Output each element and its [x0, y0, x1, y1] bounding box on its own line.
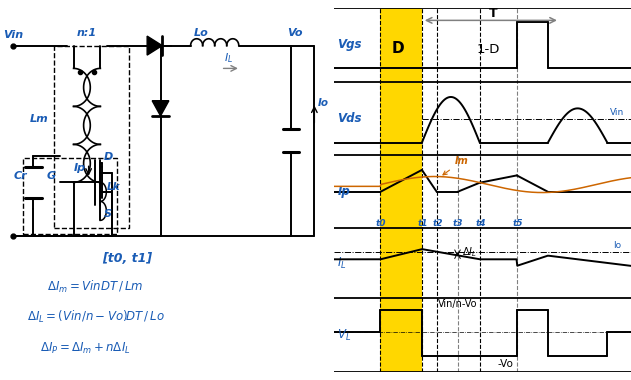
- Text: Vin: Vin: [3, 30, 23, 40]
- Text: Vin: Vin: [610, 108, 625, 117]
- Text: $\Delta I_m = VinDT\,/\,Lm$: $\Delta I_m = VinDT\,/\,Lm$: [47, 279, 143, 295]
- Polygon shape: [147, 36, 162, 55]
- Text: $I_L$: $I_L$: [338, 255, 347, 271]
- Bar: [380, 8, 422, 372]
- Text: $\Delta I_L$: $\Delta I_L$: [462, 245, 477, 259]
- Text: D: D: [103, 152, 113, 162]
- Text: $\Delta I_L = (Vin/n - Vo)DT\,/\,Lo$: $\Delta I_L = (Vin/n - Vo)DT\,/\,Lo$: [27, 309, 165, 325]
- Text: Vo: Vo: [288, 28, 303, 38]
- Text: Lo: Lo: [194, 28, 209, 38]
- Text: Cr: Cr: [13, 171, 27, 180]
- Bar: [23, 158, 117, 234]
- Text: n:1: n:1: [77, 28, 97, 38]
- Text: T: T: [488, 7, 497, 20]
- Text: Vds: Vds: [338, 112, 362, 125]
- Text: Io: Io: [613, 241, 622, 250]
- Text: S: S: [103, 209, 112, 218]
- Text: Lm: Lm: [30, 114, 49, 124]
- Text: t0: t0: [376, 220, 386, 228]
- Bar: [54, 46, 129, 228]
- Text: Ip: Ip: [74, 163, 86, 173]
- Text: $I_L$: $I_L$: [224, 51, 233, 65]
- Text: Vin/n-Vo: Vin/n-Vo: [439, 299, 478, 309]
- Text: G: G: [47, 171, 56, 180]
- Text: t3: t3: [453, 220, 464, 228]
- Text: t2: t2: [432, 220, 443, 228]
- Text: D: D: [392, 41, 404, 56]
- Polygon shape: [152, 101, 169, 116]
- Text: Vgs: Vgs: [338, 38, 362, 52]
- Text: $\Delta I_P = \Delta I_m + n\Delta I_L$: $\Delta I_P = \Delta I_m + n\Delta I_L$: [40, 340, 131, 356]
- Text: Ip: Ip: [338, 185, 350, 198]
- Text: t1: t1: [418, 220, 428, 228]
- Text: Io: Io: [318, 98, 329, 108]
- Text: t5: t5: [512, 220, 523, 228]
- Text: [t0, t1]: [t0, t1]: [102, 252, 152, 265]
- Text: 1-D: 1-D: [477, 43, 500, 56]
- Text: Lk: Lk: [107, 182, 121, 192]
- Text: $V_L$: $V_L$: [338, 328, 351, 342]
- Text: Im: Im: [443, 157, 468, 175]
- Text: t4: t4: [475, 220, 486, 228]
- Text: -Vo: -Vo: [497, 359, 514, 369]
